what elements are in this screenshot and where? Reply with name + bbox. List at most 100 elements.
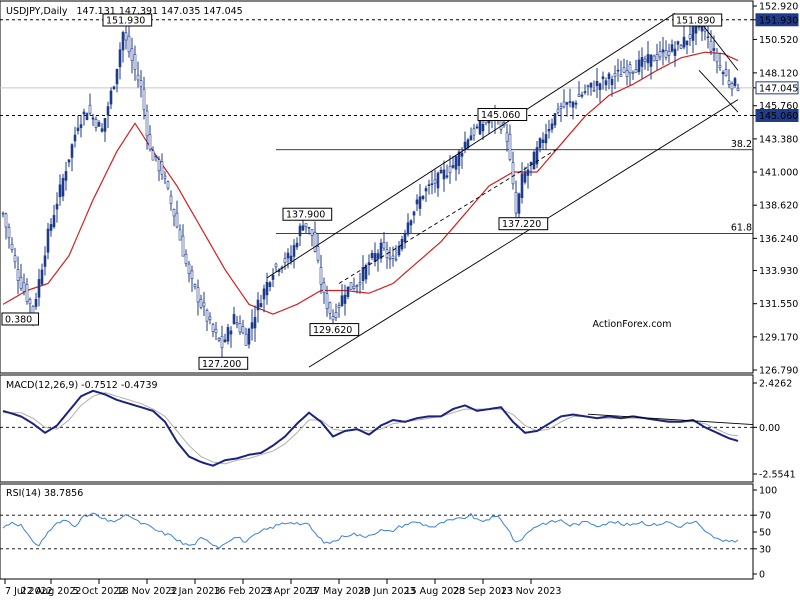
- macd-title: MACD(12,26,9) -0.7512 -0.4739: [6, 380, 158, 391]
- candle-body: [469, 135, 473, 141]
- candle-body: [670, 44, 674, 52]
- candle-body: [688, 34, 692, 39]
- channel-line: [338, 147, 559, 284]
- candle-body: [193, 284, 197, 287]
- candle-body: [706, 36, 710, 39]
- candle-body: [19, 276, 23, 289]
- callout-box: [672, 13, 723, 27]
- candle-body: [631, 72, 635, 74]
- candle-body: [301, 225, 305, 231]
- candle-body: [376, 253, 380, 260]
- candle-body: [148, 134, 152, 150]
- candle-body: [250, 322, 254, 329]
- candle-body: [556, 108, 560, 113]
- candle-body: [199, 298, 203, 308]
- candle-body: [97, 122, 101, 127]
- candle-body: [736, 87, 740, 91]
- candle-body: [427, 184, 431, 186]
- candle-body: [295, 242, 299, 248]
- candle-body: [580, 94, 584, 97]
- candle-body: [154, 155, 158, 158]
- candle-body: [397, 245, 401, 256]
- candle-body: [370, 252, 374, 258]
- candle-body: [337, 305, 341, 308]
- watermark: ActionForex.com: [593, 319, 672, 330]
- candle-body: [601, 76, 605, 80]
- candle-body: [361, 267, 365, 282]
- candle-body: [49, 224, 53, 231]
- candle-body: [664, 50, 668, 58]
- y-tick-label: 133.930: [759, 266, 798, 277]
- candle-body: [25, 284, 29, 302]
- fib-label: 38.2: [731, 139, 752, 150]
- candle-body: [157, 159, 161, 172]
- x-tick-label: 22 Aug 2022: [21, 586, 82, 597]
- channel-line: [266, 12, 676, 279]
- y-tick-label: -2.5541: [759, 470, 796, 481]
- candle-body: [589, 82, 593, 88]
- candle-body: [283, 258, 287, 263]
- candle-body: [352, 285, 356, 289]
- candle-body: [559, 106, 563, 109]
- y-tick-label: 138.620: [759, 201, 798, 212]
- x-tick-label: 15 Aug 2023: [405, 586, 466, 597]
- candle-body: [652, 55, 656, 62]
- x-tick-label: 30 Jun 2023: [358, 586, 415, 597]
- candle-body: [91, 117, 95, 120]
- candle-body: [343, 294, 347, 304]
- candle-body: [658, 51, 662, 58]
- candle-body: [151, 150, 155, 161]
- candle-body: [355, 285, 359, 287]
- candle-body: [595, 81, 599, 87]
- candle-body: [64, 171, 68, 181]
- candle-body: [328, 302, 332, 314]
- y-tag-box: [755, 108, 799, 122]
- macd-y-axis: 2.4262 0.00 -2.5541: [753, 379, 796, 481]
- candle-body: [232, 314, 236, 325]
- candle-body: [133, 54, 137, 70]
- candle-body: [169, 195, 173, 204]
- callout-label: 127.200: [202, 359, 241, 370]
- callout-label: 145.060: [481, 110, 520, 121]
- channel-line: [698, 70, 739, 113]
- candle-body: [52, 215, 56, 228]
- candle-body: [541, 139, 545, 143]
- x-tick-label: 16 Feb 2023: [213, 586, 272, 597]
- y-tag-label: 145.060: [759, 111, 798, 122]
- candle-body: [583, 91, 587, 93]
- candle-body: [439, 169, 443, 174]
- candle-body: [649, 54, 653, 67]
- candle-body: [508, 133, 512, 160]
- candle-body: [544, 134, 548, 144]
- callout-box: [102, 13, 153, 27]
- callout-label: 0.380: [5, 314, 32, 325]
- callout-box: [309, 323, 360, 337]
- candle-body: [565, 102, 569, 105]
- x-tick-label: 7 Jul 2022: [5, 586, 53, 597]
- candle-body: [28, 299, 32, 305]
- candlestick-series: [1, 13, 740, 361]
- candle-body: [259, 303, 263, 308]
- candle-body: [643, 58, 647, 62]
- candle-body: [172, 209, 176, 217]
- candle-body: [364, 264, 368, 280]
- rsi-pane-frame: [0, 483, 754, 580]
- channel-line: [308, 99, 739, 368]
- rsi-path: [2, 512, 739, 550]
- candle-body: [226, 327, 230, 342]
- candle-body: [76, 127, 80, 132]
- candle-body: [22, 282, 26, 292]
- candle-body: [55, 203, 59, 210]
- candle-body: [316, 246, 320, 261]
- candle-body: [103, 118, 107, 132]
- candle-body: [709, 40, 713, 52]
- candle-body: [562, 101, 566, 108]
- candle-body: [610, 78, 614, 86]
- candle-body: [238, 322, 242, 333]
- candle-body: [442, 169, 446, 180]
- candle-body: [217, 338, 221, 341]
- candle-body: [13, 255, 17, 263]
- x-tick-label: 3 Apr 2023: [265, 586, 318, 597]
- candle-body: [349, 282, 353, 290]
- candle-body: [247, 328, 251, 345]
